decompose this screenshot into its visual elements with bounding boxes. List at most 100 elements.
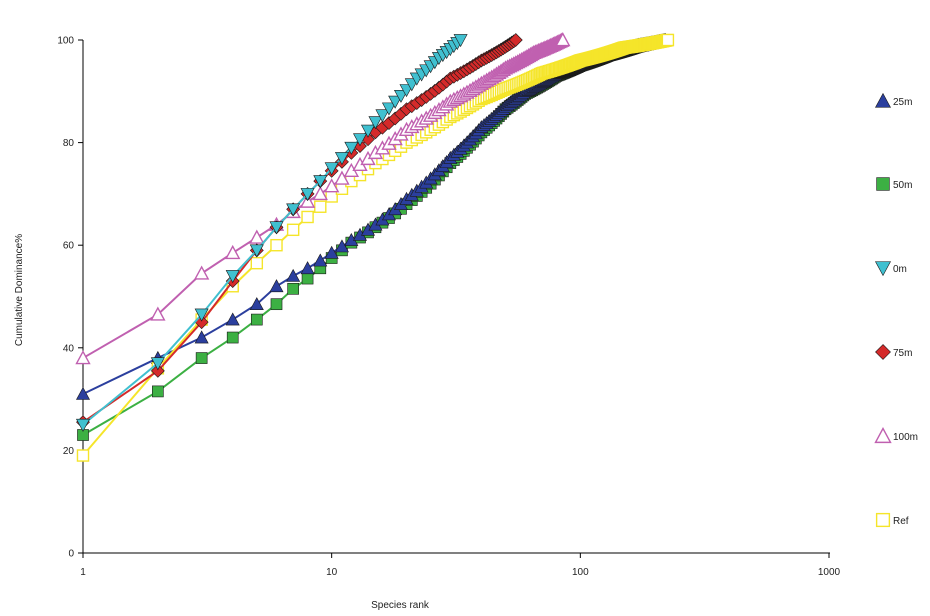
data-point	[269, 279, 284, 293]
data-point	[661, 33, 675, 47]
legend-marker	[875, 512, 891, 528]
data-point	[269, 221, 284, 235]
data-point	[194, 330, 209, 344]
data-point	[381, 102, 396, 116]
legend-item-25m: 25m	[874, 92, 912, 108]
y-tick-label: 40	[63, 343, 75, 354]
data-point	[299, 193, 316, 208]
legend-label: Ref	[893, 516, 909, 527]
data-point	[375, 109, 390, 123]
data-point	[314, 200, 327, 213]
legend-marker	[874, 261, 892, 277]
legend-marker	[876, 177, 890, 191]
data-point	[300, 188, 315, 202]
data-point	[286, 203, 301, 217]
data-point	[150, 306, 166, 321]
legend-item-ref: Ref	[875, 512, 909, 528]
legend-label: 75m	[893, 348, 912, 359]
data-point	[250, 313, 263, 326]
y-tick-label: 60	[63, 241, 75, 252]
data-point	[393, 89, 408, 103]
data-point	[76, 449, 90, 462]
data-point	[323, 178, 340, 193]
legend-label: 100m	[893, 432, 918, 443]
axes	[82, 40, 830, 554]
data-point	[361, 124, 376, 138]
data-point	[313, 175, 328, 189]
data-point	[334, 170, 350, 185]
data-point	[300, 261, 315, 275]
data-point	[313, 253, 328, 267]
series-75m	[76, 33, 523, 430]
data-point	[368, 116, 383, 130]
data-point	[152, 385, 164, 398]
data-point	[555, 32, 571, 47]
data-point	[249, 229, 265, 244]
series-line	[82, 39, 666, 436]
data-point	[286, 223, 300, 237]
data-point	[249, 297, 264, 311]
data-point	[301, 272, 314, 285]
series-50m	[77, 34, 672, 441]
series-line	[82, 39, 669, 457]
data-point	[352, 133, 368, 147]
x-ticks: 1 10 100 1000	[80, 553, 841, 578]
series-100m	[75, 32, 571, 365]
legend-label: 0m	[893, 264, 907, 275]
series-25m	[75, 32, 673, 400]
x-tick-label: 1000	[818, 567, 841, 578]
series-ref	[76, 33, 675, 462]
data-point	[334, 152, 349, 166]
x-tick-label: 1	[80, 567, 86, 578]
data-point	[225, 312, 240, 326]
legend-item-100m: 100m	[874, 427, 918, 444]
legend-label: 50m	[893, 180, 912, 191]
y-tick-label: 80	[63, 138, 75, 149]
legend-marker	[874, 427, 892, 444]
data-point	[150, 363, 165, 378]
x-tick-label: 10	[326, 567, 338, 578]
data-point	[195, 352, 208, 364]
legend-item-0m: 0m	[874, 261, 907, 277]
data-point	[250, 256, 264, 270]
data-point	[75, 350, 91, 365]
legend-marker	[874, 92, 892, 108]
data-point	[75, 386, 91, 400]
data-point	[312, 185, 328, 201]
y-tick-label: 0	[68, 549, 74, 560]
y-axis-title: Cumulative Dominance%	[14, 234, 25, 346]
x-tick-label: 100	[572, 567, 589, 578]
series-area	[75, 32, 675, 462]
data-point	[453, 34, 468, 48]
y-tick-label: 20	[63, 446, 75, 457]
data-point	[193, 265, 210, 280]
y-ticks: 0 20 40 60 80 100	[57, 36, 83, 560]
y-tick-label: 100	[57, 36, 74, 47]
legend-item-50m: 50m	[876, 177, 912, 191]
data-point	[324, 245, 339, 259]
data-point	[324, 162, 339, 176]
legend-item-75m: 75m	[875, 344, 912, 360]
data-point	[194, 308, 209, 322]
data-point	[286, 268, 301, 282]
data-point	[150, 357, 165, 371]
legend: 25m 50m 0m 75m 100m Ref	[874, 92, 918, 528]
series-line	[82, 39, 666, 395]
data-point	[287, 282, 299, 295]
series-0m	[75, 34, 468, 432]
data-point	[249, 244, 264, 258]
data-point	[325, 190, 338, 203]
data-point	[344, 141, 359, 155]
data-point	[225, 244, 241, 260]
x-axis-title: Species rank	[371, 600, 430, 611]
data-point	[334, 239, 349, 253]
data-point	[270, 238, 283, 252]
data-point	[301, 210, 314, 224]
data-point	[225, 270, 240, 284]
data-point	[508, 33, 523, 47]
data-point	[388, 95, 403, 109]
legend-label: 25m	[893, 97, 912, 108]
legend-marker	[875, 344, 891, 360]
